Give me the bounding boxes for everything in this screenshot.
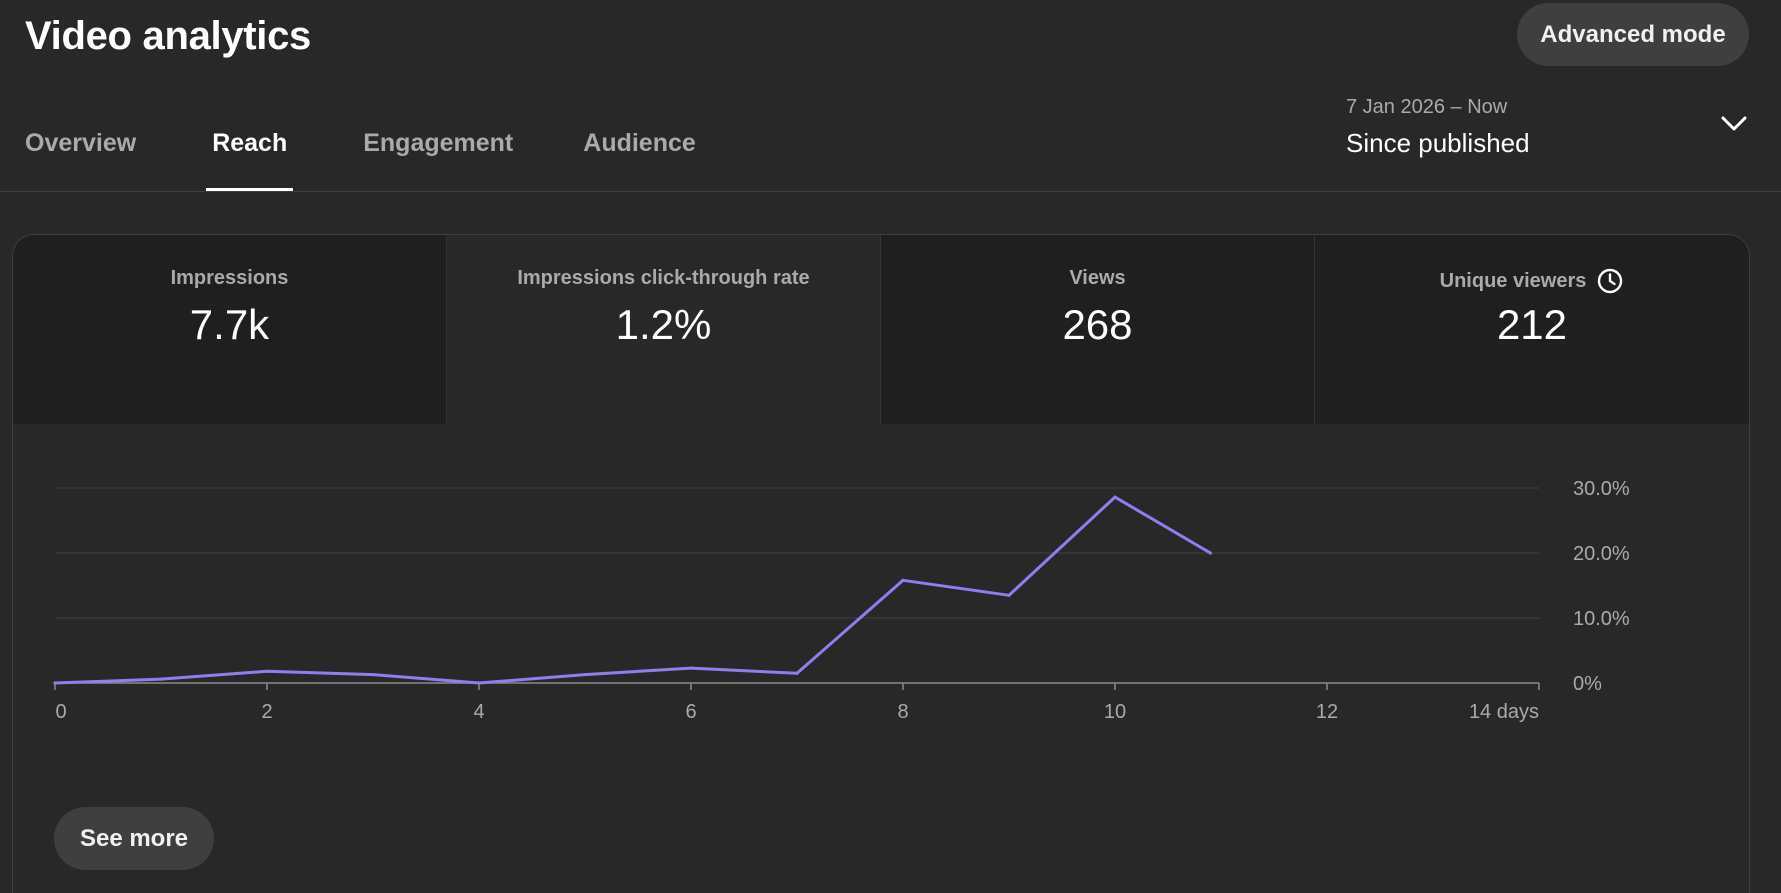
x-tick-label: 4 <box>473 701 484 723</box>
metric-label: Unique viewers <box>1315 267 1749 295</box>
y-tick-label: 30.0% <box>1573 478 1630 500</box>
date-range-selector[interactable]: 7 Jan 2026 – Now Since published <box>1346 92 1756 168</box>
x-tick-label: 6 <box>685 701 696 723</box>
tab-overview[interactable]: Overview <box>25 129 137 157</box>
y-tick-label: 10.0% <box>1573 608 1630 630</box>
ctr-series-line <box>53 495 1212 685</box>
metric-label-text: Impressions click-through rate <box>517 267 810 289</box>
data-point <box>159 677 163 681</box>
x-tick-label: 10 <box>1104 701 1126 723</box>
data-point <box>53 681 57 685</box>
metric-impressions-ctr[interactable]: Impressions click-through rate 1.2% <box>447 235 881 424</box>
metric-unique-viewers[interactable]: Unique viewers 212 <box>1315 235 1749 424</box>
tab-reach[interactable]: Reach <box>206 96 294 191</box>
tab-engagement[interactable]: Engagement <box>363 129 514 157</box>
data-point <box>583 672 587 677</box>
data-point <box>901 578 905 582</box>
metric-label: Impressions click-through rate <box>447 267 880 290</box>
clock-icon[interactable] <box>1596 267 1624 295</box>
data-point <box>1208 551 1212 555</box>
data-point <box>795 671 799 675</box>
metric-value: 1.2% <box>615 301 712 348</box>
see-more-button[interactable]: See more <box>54 807 214 870</box>
x-tick-label: 2 <box>261 701 272 723</box>
metric-label: Views <box>881 267 1314 290</box>
page-title: Video analytics <box>25 14 312 58</box>
data-point <box>371 672 375 677</box>
data-point <box>689 666 693 670</box>
y-tick-label: 0% <box>1573 673 1602 695</box>
x-tick-label: 0 <box>55 701 66 723</box>
data-point <box>265 669 269 673</box>
chart-svg: 0% 10.0% 20.0% 30.0% 0 2 4 6 8 10 12 14 days <box>53 478 1630 723</box>
tab-audience[interactable]: Audience <box>583 129 696 157</box>
ctr-line-chart: 0% 10.0% 20.0% 30.0% 0 2 4 6 8 10 12 14 days <box>13 424 1749 784</box>
date-range-label: Since published <box>1346 128 1530 158</box>
data-point <box>1007 593 1011 597</box>
metric-label-text: Impressions <box>170 267 289 289</box>
metric-impressions[interactable]: Impressions 7.7k <box>13 235 447 424</box>
advanced-mode-button[interactable]: Advanced mode <box>1517 3 1749 66</box>
tab-bar: Overview Reach Engagement Audience <box>0 96 696 191</box>
metric-views[interactable]: Views 268 <box>881 235 1315 424</box>
data-point <box>477 681 481 685</box>
metric-value: 268 <box>1062 301 1133 348</box>
x-tick-label: 14 days <box>1469 701 1539 723</box>
metric-value: 212 <box>1496 301 1568 348</box>
metric-tabs: Impressions 7.7k Impressions click-throu… <box>13 235 1749 424</box>
date-range-dates: 7 Jan 2026 – Now <box>1346 96 1508 118</box>
x-tick-label: 12 <box>1316 701 1338 723</box>
data-point <box>1113 495 1117 499</box>
y-tick-label: 20.0% <box>1573 543 1630 565</box>
reach-metrics-card: Impressions 7.7k Impressions click-throu… <box>12 234 1750 893</box>
metric-value: 7.7k <box>189 301 270 348</box>
header-divider <box>0 191 1781 192</box>
x-tick-label: 8 <box>897 701 908 723</box>
metric-label-text: Unique viewers <box>1439 269 1587 292</box>
chevron-down-icon <box>1721 116 1747 131</box>
metric-label-text: Views <box>1069 267 1126 289</box>
metric-label: Impressions <box>13 267 446 290</box>
